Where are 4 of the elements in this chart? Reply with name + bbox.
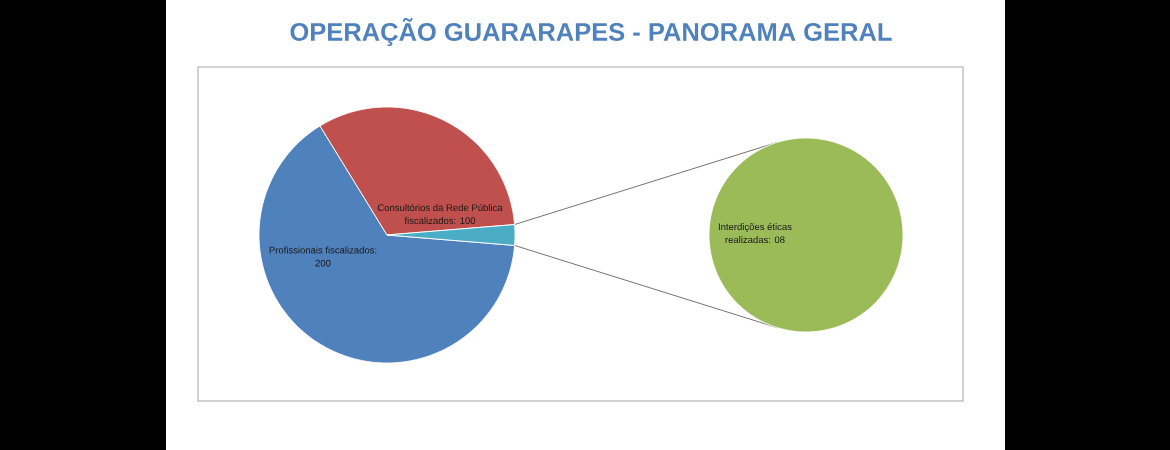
slice-label: Profissionais fiscalizados: 200	[269, 246, 377, 267]
slice-label: Consultórios da Rede Pública fiscalizados: 100	[377, 203, 503, 225]
text: OPERAÇÃO GUARARAPES - PANORAMA GERAL	[290, 18, 892, 46]
slice-label: Interdições éticas realizadas: 08	[718, 223, 792, 244]
